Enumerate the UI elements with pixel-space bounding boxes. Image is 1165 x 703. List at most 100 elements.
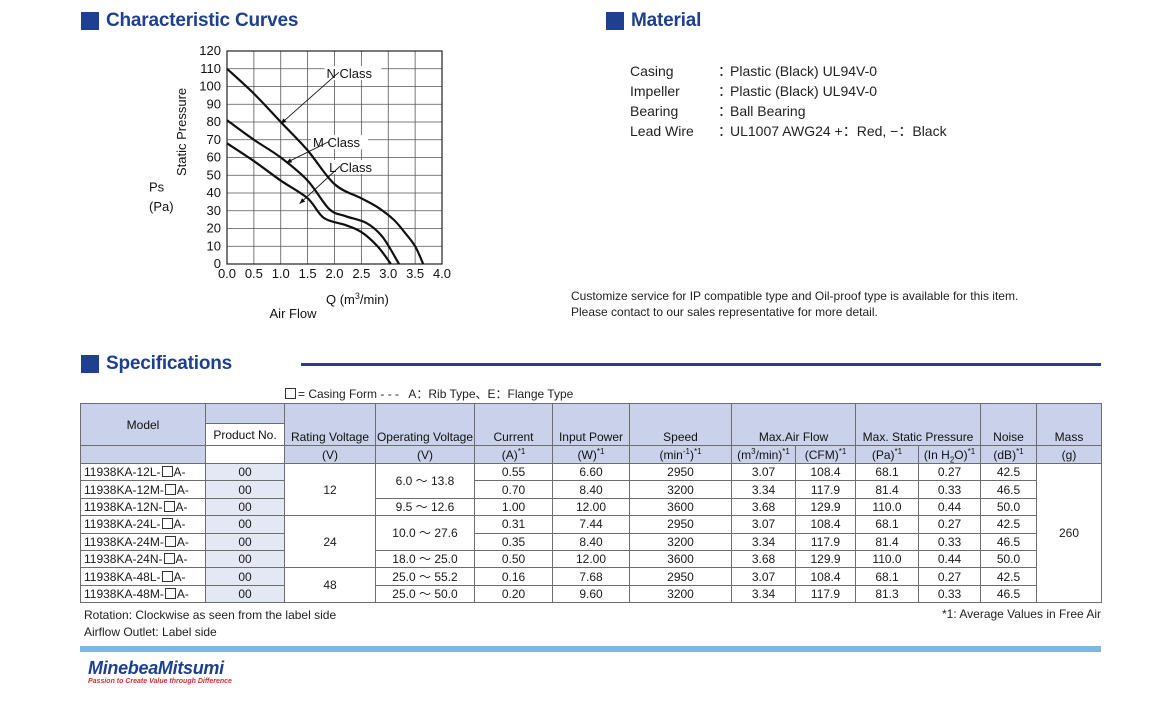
air-flow-m3-cell: 3.34: [731, 480, 796, 499]
footnote-mark: *1: [838, 446, 847, 456]
m-class-curve: [226, 119, 400, 265]
material-value: Plastic (Black) UL94V-0: [730, 63, 878, 79]
unit-mass: (g): [1036, 445, 1103, 464]
leader-line: [299, 166, 341, 204]
y-tick-label: 30: [207, 203, 221, 218]
current-cell: 1.00: [474, 497, 553, 517]
material-section-header: Material: [606, 10, 701, 32]
x-tick-label: 4.0: [433, 266, 451, 281]
casing-box-symbol: [163, 500, 175, 512]
material-value: Ball Bearing: [730, 103, 806, 119]
x-tick-label: 3.0: [379, 266, 397, 281]
footnote-mark: *1: [967, 446, 976, 456]
rating-voltage-cell: 24: [284, 515, 376, 569]
material-colon: ：: [718, 83, 732, 99]
static-pa-cell: 110.0: [855, 549, 919, 569]
model-text: 11938KA-48M-: [84, 586, 164, 601]
noise-cell: 50.0: [980, 497, 1038, 517]
operating-voltage-cell: 25.0 ～ 50.0: [375, 584, 475, 604]
unit-text: O): [954, 447, 968, 462]
specs-title: Specifications: [106, 353, 233, 374]
static-pa-cell: 110.0: [855, 497, 919, 517]
speed-cell: 2950: [629, 567, 732, 586]
specs-divider-line: [301, 363, 1101, 366]
material-name: Impeller: [630, 83, 680, 99]
brand-logo: MinebeaMitsumi Passion to Create Value t…: [88, 658, 232, 686]
table-row: 11938KA-24M- A- 00 0.35 8.40 3200 3.34 11…: [80, 532, 1102, 551]
y-tick-label: 70: [207, 132, 221, 147]
unit-speed: (min-1)*1: [629, 445, 732, 464]
unit-air-flow-m3: (m3/min)*1: [731, 445, 796, 464]
model-text: 11938KA-12L-: [84, 465, 161, 480]
static-pa-cell: 81.3: [855, 584, 919, 604]
model-text: 11938KA-48L-: [84, 569, 161, 584]
product-no-cell: 00: [205, 497, 285, 517]
material-row: Bearing ： Ball Bearing: [630, 101, 947, 121]
input-power-cell: 12.00: [552, 497, 630, 517]
header-pn-unit-blank: [205, 445, 285, 464]
mass-cell: 260: [1036, 462, 1103, 604]
n-class-label: N Class: [326, 66, 372, 81]
header-max-static-pressure: Max. Static Pressure: [854, 403, 982, 446]
curves-title: Characteristic Curves: [106, 10, 299, 31]
model-suffix: A-: [173, 465, 186, 480]
current-cell: 0.50: [474, 549, 553, 569]
model-suffix: A-: [176, 586, 189, 601]
l-class-label-bg: [327, 160, 385, 175]
operating-voltage-cell: 25.0 ～ 55.2: [375, 567, 475, 586]
y-tick-label: 20: [207, 221, 221, 236]
n-class-label-bg: [324, 65, 382, 80]
noise-cell: 42.5: [980, 515, 1038, 534]
material-row: Impeller ： Plastic (Black) UL94V-0: [630, 81, 947, 101]
table-row: 11938KA-24N- A- 00 18.0 ～ 25.0 0.50 12.00…: [80, 549, 1102, 569]
static-inh2o-cell: 0.44: [917, 549, 982, 569]
plot-frame: [226, 50, 443, 265]
casing-box-symbol: [161, 570, 173, 582]
current-cell: 0.20: [474, 584, 553, 604]
section-bullet-square: [81, 12, 99, 30]
x-tick-label: 0.5: [245, 266, 263, 281]
leader-line: [285, 141, 330, 164]
product-no-cell: 00: [205, 532, 285, 551]
x-tick-label: 1.0: [272, 266, 290, 281]
static-inh2o-cell: 0.33: [917, 584, 982, 604]
current-cell: 0.16: [474, 567, 553, 586]
footnote-mark: *1: [782, 446, 790, 456]
static-pa-cell: 68.1: [855, 515, 919, 534]
input-power-cell: 7.68: [552, 567, 630, 586]
y-tick-label: 120: [199, 43, 221, 58]
m-class-label: M Class: [313, 135, 360, 150]
unit-text: (m: [737, 447, 752, 462]
specifications-table: Model Rating Voltage Operating Voltage C…: [80, 403, 1103, 604]
static-inh2o-cell: 0.44: [917, 497, 982, 517]
unit-text: (W): [577, 447, 597, 462]
unit-static-inh2o: (In H2O)*1: [917, 445, 982, 464]
section-bullet-square: [606, 12, 624, 30]
x-axis-label: Air Flow: [270, 306, 318, 321]
header-noise: Noise: [980, 403, 1038, 446]
header-operating-voltage: Operating Voltage: [375, 403, 475, 446]
model-cell: 11938KA-48M- A-: [80, 584, 206, 604]
footnote-mark: *1: [693, 446, 702, 456]
leader-arrowhead: [280, 118, 287, 124]
operating-voltage-cell: 18.0 ～ 25.0: [375, 549, 475, 569]
model-cell: 11938KA-12L- A-: [80, 462, 206, 482]
unit-text: ): [689, 447, 694, 462]
input-power-cell: 8.40: [552, 532, 630, 551]
air-flow-cfm-cell: 129.9: [795, 549, 856, 569]
x-tick-label: 2.5: [352, 266, 370, 281]
material-value: UL1007 AWG24 +：Red, −：Black: [730, 123, 947, 139]
unit-text: (A): [501, 447, 518, 462]
product-no-cell: 00: [205, 567, 285, 586]
unit-text: (Pa): [871, 447, 895, 462]
model-cell: 11938KA-12N- A-: [80, 497, 206, 517]
unit-text: (In H: [923, 447, 950, 462]
customize-note-line: Customize service for IP compatible type…: [571, 289, 1019, 303]
speed-cell: 3200: [629, 532, 732, 551]
footnote-mark: *1: [517, 446, 526, 456]
unit-sup: -1: [682, 446, 690, 456]
x-axis-symbol-unit: Q (m3/min): [326, 291, 389, 307]
static-pa-cell: 68.1: [855, 462, 919, 482]
header-mass: Mass: [1036, 403, 1103, 446]
static-inh2o-cell: 0.27: [917, 515, 982, 534]
